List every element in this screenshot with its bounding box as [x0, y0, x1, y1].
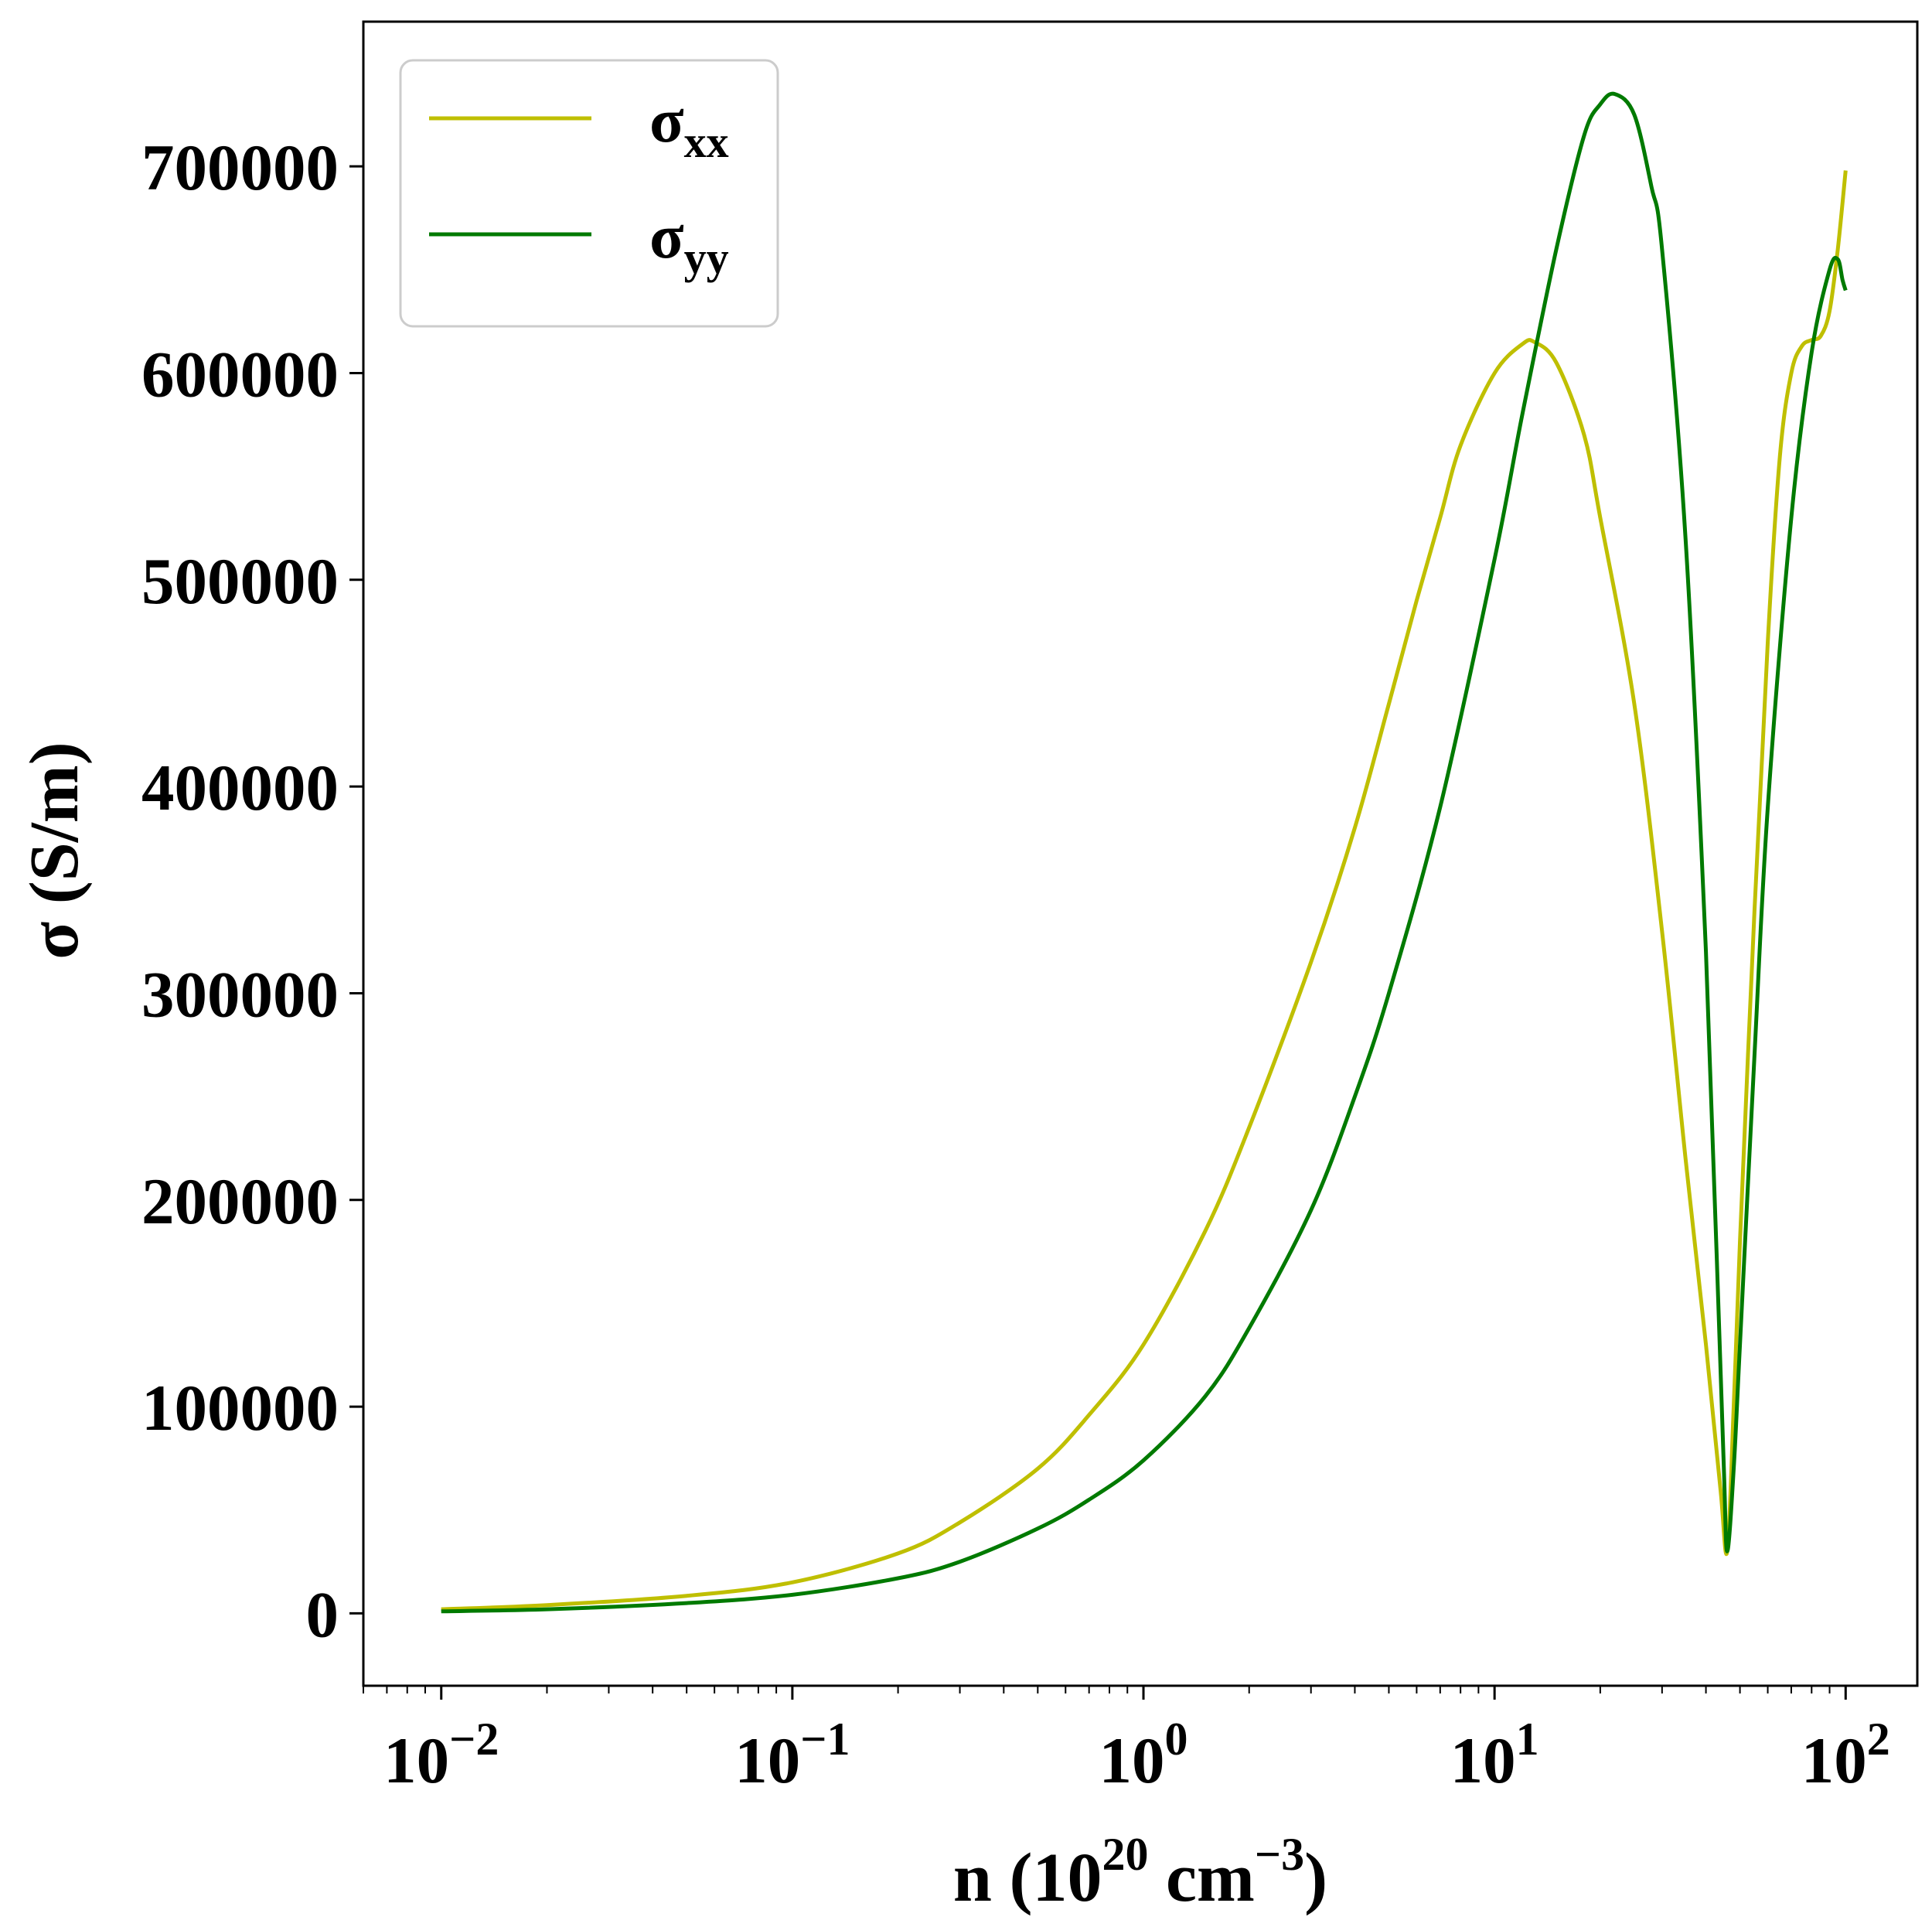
y-tick-label: 200000 — [141, 1165, 339, 1238]
y-axis-ticks: 0 100000 200000 300000 400000 500000 600000 700… — [141, 131, 363, 1651]
series-layer — [441, 91, 1848, 1614]
x-tick-label: 102 — [1801, 1714, 1890, 1797]
x-tick-label: 10−2 — [383, 1714, 499, 1797]
y-tick-label: 300000 — [141, 958, 339, 1031]
x-tick-label: 101 — [1450, 1714, 1539, 1797]
x-tick-label: 100 — [1099, 1714, 1188, 1797]
series-line-sigma-yy — [441, 91, 1848, 1614]
y-tick-label: 100000 — [141, 1372, 339, 1444]
y-tick-label: 600000 — [141, 338, 339, 411]
legend-label-sigma-xx: σxx — [649, 85, 729, 167]
y-tick-label: 400000 — [141, 752, 339, 824]
x-axis-ticks: 10−2 10−1 100 101 102 — [383, 1686, 1890, 1797]
y-tick-label: 500000 — [141, 545, 339, 618]
x-axis-label: n (1020 cm−3) — [953, 1829, 1327, 1916]
y-axis-label: σ (S/m) — [16, 742, 93, 959]
legend-label-sigma-yy: σyy — [649, 201, 729, 283]
legend: σxx σyy — [399, 59, 779, 328]
series-line-sigma-xx — [441, 170, 1848, 1612]
y-tick-label: 0 — [306, 1578, 339, 1651]
y-tick-label: 700000 — [141, 131, 339, 204]
x-tick-label: 10−1 — [734, 1714, 850, 1797]
legend-box — [399, 59, 779, 328]
x-minor-ticks — [363, 1686, 1831, 1693]
